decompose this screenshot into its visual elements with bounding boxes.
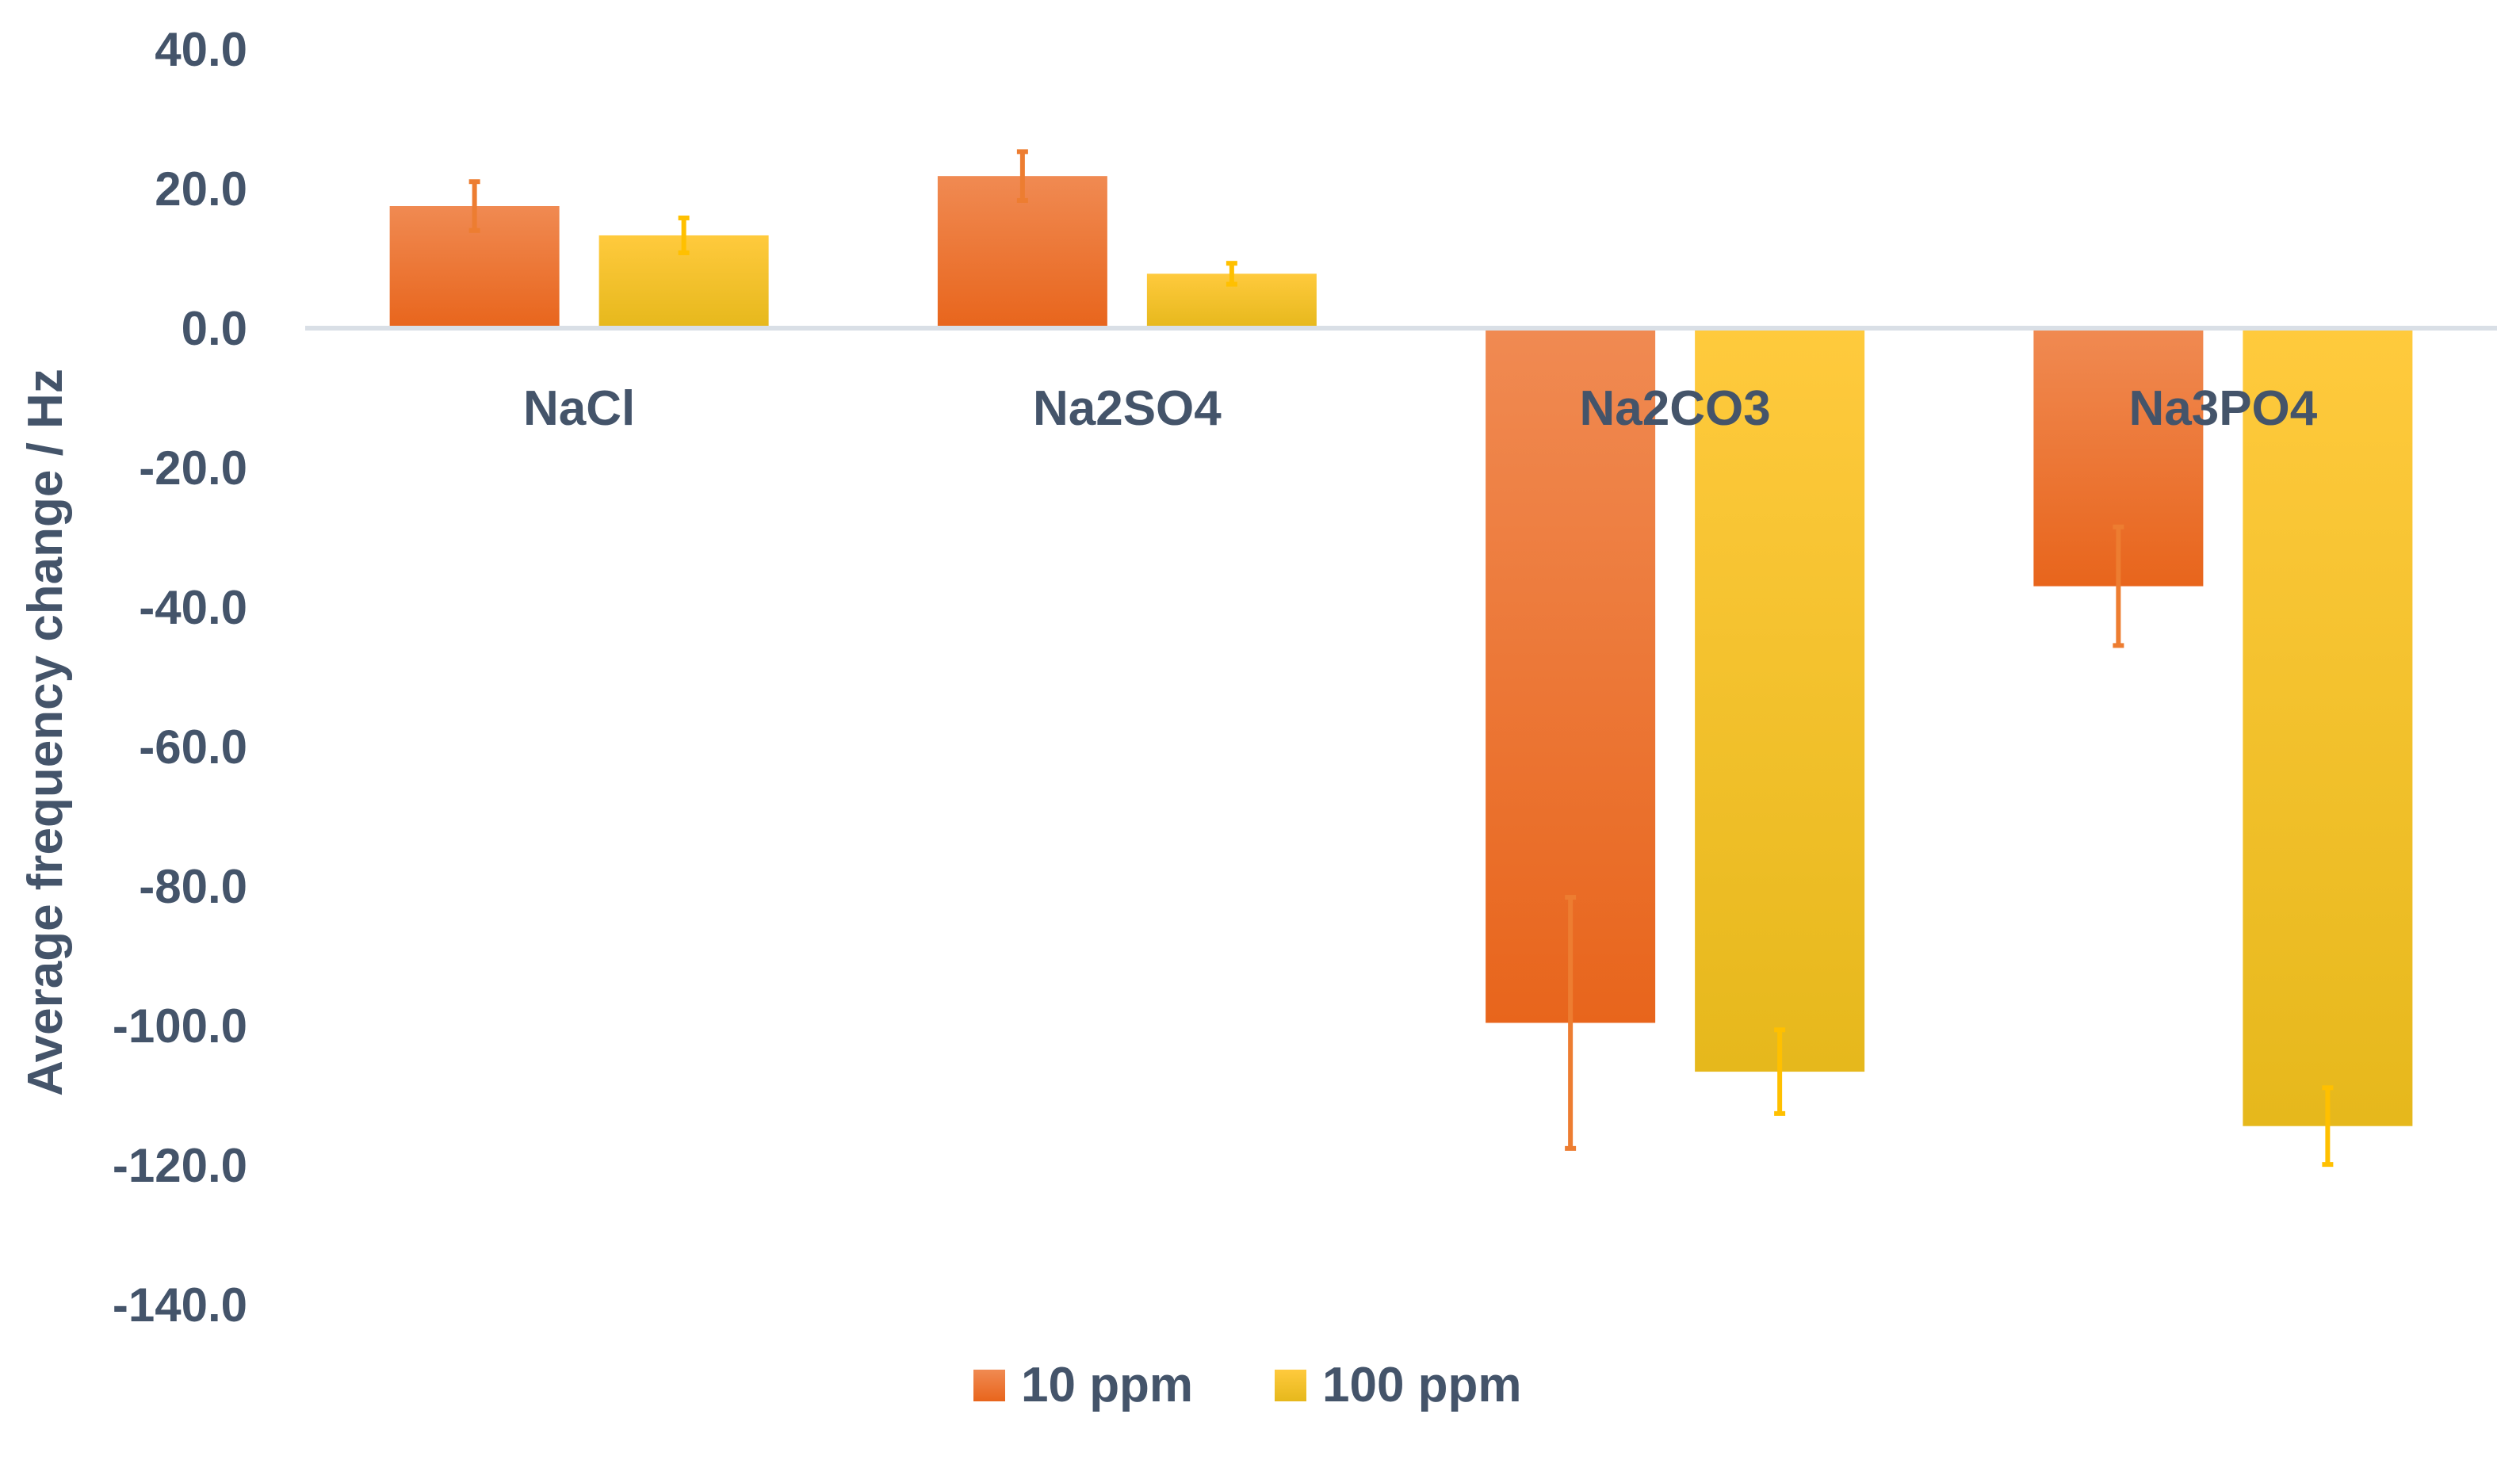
y-axis-title: Average frequency change / Hz [18,369,73,1096]
legend: 10 ppm 100 ppm [973,1358,1522,1412]
bar-100-ppm-Na3PO4 [2243,328,2413,1126]
y-tick-label: -140.0 [113,1278,247,1332]
category-labels: NaCl Na2SO4 Na2CO3 Na3PO4 [523,381,2318,436]
bar-100-ppm-Na2CO3 [1695,328,1865,1072]
category-label: Na3PO4 [2128,381,2317,436]
y-axis-ticks: 40.0 20.0 0.0 -20.0 -40.0 -60.0 -80.0 -100.0 -12… [113,23,247,1332]
error-bar [468,179,480,233]
error-bar [1774,1027,1786,1116]
y-tick-label: -80.0 [139,860,247,913]
y-tick-label: -40.0 [139,581,247,634]
legend-swatch [1275,1370,1306,1401]
legend-label: 100 ppm [1322,1358,1522,1412]
legend-label: 10 ppm [1021,1358,1193,1412]
y-tick-label: -60.0 [139,720,247,774]
error-bar [2322,1085,2334,1168]
error-bar [1565,895,1577,1151]
error-bars [468,149,2334,1168]
error-bar [1016,149,1028,203]
y-tick-label: -20.0 [139,441,247,495]
bars [389,176,2413,1126]
legend-item: 10 ppm [973,1358,1193,1412]
y-tick-label: 0.0 [182,302,247,355]
y-tick-label: 40.0 [155,23,247,76]
category-label: Na2CO3 [1580,381,1771,436]
category-label: NaCl [523,381,635,436]
error-bar [678,215,690,255]
category-label: Na2SO4 [1033,381,1222,436]
y-tick-label: -120.0 [113,1139,247,1192]
y-tick-label: 20.0 [155,162,247,216]
legend-swatch [973,1370,1005,1401]
y-tick-label: -100.0 [113,999,247,1053]
legend-item: 100 ppm [1275,1358,1522,1412]
error-bar [1226,261,1237,287]
error-bar [2113,524,2124,648]
